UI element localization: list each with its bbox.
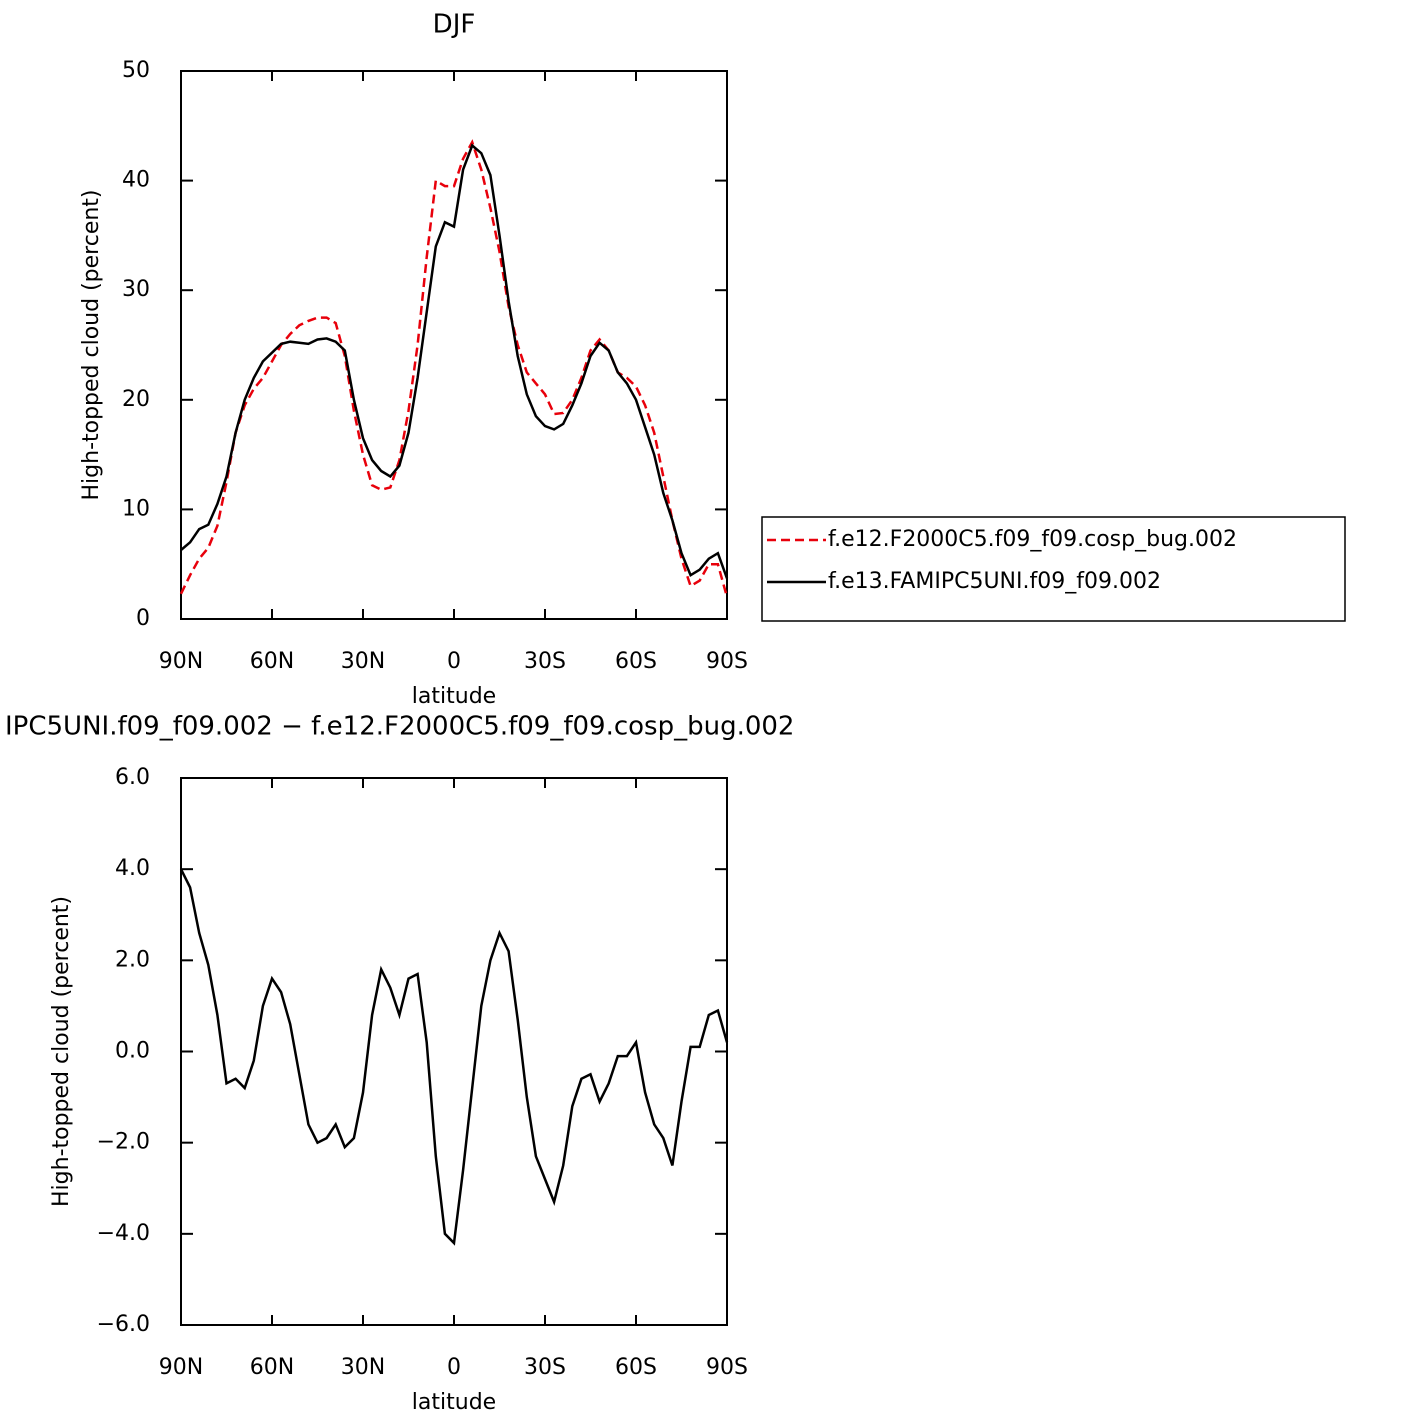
y-axis-label: High-topped cloud (percent) [79, 189, 104, 500]
x-tick-label: 90S [706, 1355, 748, 1380]
y-tick-label: 40 [122, 168, 150, 193]
y-tick-label: −2.0 [97, 1130, 150, 1155]
y-tick-label: 0.0 [115, 1039, 150, 1064]
y-tick-label: 4.0 [115, 856, 150, 881]
y-tick-label: 6.0 [115, 765, 150, 790]
legend-label: f.e13.FAMIPC5UNI.f09_f09.002 [828, 569, 1161, 594]
x-tick-label: 30N [341, 1355, 385, 1380]
x-tick-label: 90N [159, 1355, 203, 1380]
y-tick-label: −4.0 [97, 1221, 150, 1246]
x-tick-label: 30S [524, 649, 566, 674]
x-tick-label: 90S [706, 649, 748, 674]
x-tick-label: 30N [341, 649, 385, 674]
line-series [180, 143, 729, 579]
x-axis-label: latitude [412, 1390, 496, 1415]
x-axis-label: latitude [412, 684, 496, 709]
x-tick-label: 30S [524, 1355, 566, 1380]
x-tick-label: 60N [250, 649, 294, 674]
y-tick-label: 20 [122, 387, 150, 412]
chart-title: DJF [433, 10, 476, 40]
line-series [179, 868, 729, 1246]
x-tick-label: 0 [447, 1355, 461, 1380]
x-tick-label: 60S [615, 649, 657, 674]
y-tick-label: −6.0 [97, 1312, 150, 1337]
y-tick-label: 0 [136, 606, 150, 631]
legend-box [761, 516, 1346, 622]
plot-frame [180, 70, 728, 620]
x-tick-label: 90N [159, 649, 203, 674]
plot-frame [180, 777, 728, 1326]
legend-label: f.e12.F2000C5.f09_f09.cosp_bug.002 [828, 527, 1237, 552]
chart-title: IPC5UNI.f09_f09.002 − f.e12.F2000C5.f09_… [5, 712, 794, 742]
y-tick-label: 50 [122, 58, 150, 83]
x-tick-label: 0 [447, 649, 461, 674]
y-tick-label: 10 [122, 496, 150, 521]
y-tick-label: 30 [122, 277, 150, 302]
line-series [179, 139, 729, 598]
x-tick-label: 60N [250, 1355, 294, 1380]
x-tick-label: 60S [615, 1355, 657, 1380]
y-axis-label: High-topped cloud (percent) [49, 896, 74, 1207]
y-tick-label: 2.0 [115, 947, 150, 972]
